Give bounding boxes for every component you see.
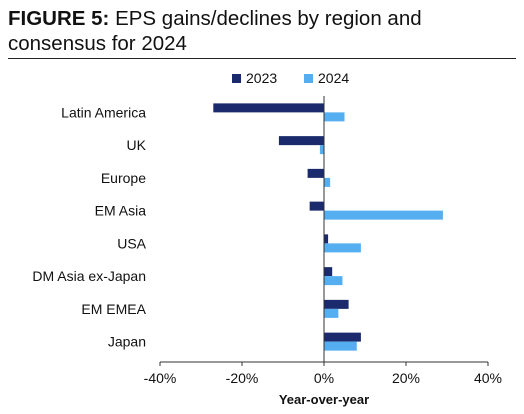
bar-2023-japan [324, 332, 361, 342]
bar-2024-dm-asia-ex-japan [324, 276, 343, 286]
bar-2024-em-asia [324, 210, 443, 220]
legend-label-2023: 2023 [246, 70, 278, 86]
category-label: EM Asia [95, 203, 147, 219]
x-tick-label: -40% [144, 370, 177, 386]
category-label: Europe [101, 170, 146, 186]
legend-swatch-2024 [304, 73, 313, 83]
legend-item-2024: 2024 [304, 68, 349, 88]
category-label: USA [117, 235, 146, 251]
bar-2024-uk [319, 145, 324, 155]
bar-2023-usa [324, 234, 329, 244]
legend-swatch-2023 [232, 73, 241, 83]
category-label: DM Asia ex-Japan [32, 268, 146, 284]
bar-2023-uk [278, 136, 324, 146]
bar-2024-em-emea [324, 308, 339, 318]
bar-2023-latin-america [213, 103, 324, 113]
x-tick-label: 20% [392, 370, 420, 386]
bar-2024-japan [324, 341, 357, 351]
category-label: Japan [108, 334, 146, 350]
figure-label: FIGURE 5: [8, 7, 110, 30]
title-divider [8, 58, 516, 59]
bar-2024-usa [324, 243, 361, 253]
bar-2024-latin-america [324, 112, 345, 122]
legend-label-2024: 2024 [318, 70, 350, 86]
x-tick-label: 0% [314, 370, 334, 386]
category-label: EM EMEA [81, 301, 146, 317]
bar-2023-europe [307, 168, 324, 178]
legend-item-2023: 2023 [232, 68, 277, 88]
bar-2024-europe [324, 177, 331, 187]
chart-legend: 2023 2024 [0, 68, 524, 88]
figure-title-text: EPS gains/declines by region and consens… [8, 7, 422, 55]
x-axis-title: Year-over-year [278, 392, 370, 407]
category-label: UK [127, 137, 147, 153]
figure-title: FIGURE 5: EPS gains/declines by region a… [8, 6, 516, 56]
bar-2023-em-emea [324, 299, 349, 309]
category-label: Latin America [61, 104, 146, 120]
bar-2023-em-asia [309, 201, 324, 211]
x-tick-label: -20% [226, 370, 259, 386]
bar-2023-dm-asia-ex-japan [324, 267, 333, 277]
x-tick-label: 40% [474, 370, 502, 386]
